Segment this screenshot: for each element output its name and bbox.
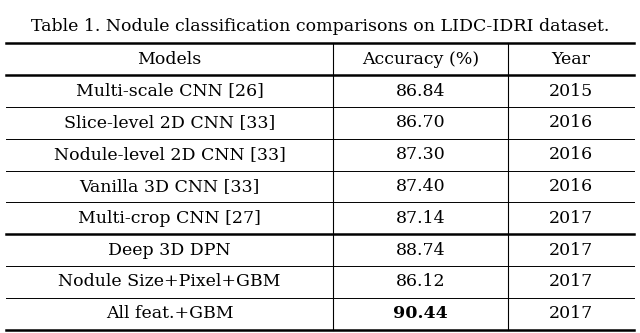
Text: Nodule Size+Pixel+GBM: Nodule Size+Pixel+GBM bbox=[58, 273, 281, 290]
Text: 87.30: 87.30 bbox=[396, 146, 445, 163]
Text: Deep 3D DPN: Deep 3D DPN bbox=[108, 242, 231, 259]
Text: 86.84: 86.84 bbox=[396, 83, 445, 100]
Text: 87.40: 87.40 bbox=[396, 178, 445, 195]
Text: 2017: 2017 bbox=[548, 273, 593, 290]
Text: Year: Year bbox=[552, 51, 590, 68]
Text: Multi-crop CNN [27]: Multi-crop CNN [27] bbox=[78, 210, 261, 227]
Text: 86.70: 86.70 bbox=[396, 114, 445, 131]
Text: 2016: 2016 bbox=[549, 178, 593, 195]
Text: 2017: 2017 bbox=[548, 242, 593, 259]
Text: 90.44: 90.44 bbox=[393, 305, 448, 322]
Text: Accuracy (%): Accuracy (%) bbox=[362, 51, 479, 68]
Text: 87.14: 87.14 bbox=[396, 210, 445, 227]
Text: 2017: 2017 bbox=[548, 305, 593, 322]
Text: 2015: 2015 bbox=[548, 83, 593, 100]
Text: Slice-level 2D CNN [33]: Slice-level 2D CNN [33] bbox=[64, 114, 275, 131]
Text: 2016: 2016 bbox=[549, 114, 593, 131]
Text: Nodule-level 2D CNN [33]: Nodule-level 2D CNN [33] bbox=[54, 146, 285, 163]
Text: 88.74: 88.74 bbox=[396, 242, 445, 259]
Text: 86.12: 86.12 bbox=[396, 273, 445, 290]
Text: Models: Models bbox=[138, 51, 202, 68]
Text: 2016: 2016 bbox=[549, 146, 593, 163]
Text: Multi-scale CNN [26]: Multi-scale CNN [26] bbox=[76, 83, 264, 100]
Text: Table 1. Nodule classification comparisons on LIDC-IDRI dataset.: Table 1. Nodule classification compariso… bbox=[31, 18, 609, 35]
Text: 2017: 2017 bbox=[548, 210, 593, 227]
Text: Vanilla 3D CNN [33]: Vanilla 3D CNN [33] bbox=[79, 178, 260, 195]
Text: All feat.+GBM: All feat.+GBM bbox=[106, 305, 234, 322]
